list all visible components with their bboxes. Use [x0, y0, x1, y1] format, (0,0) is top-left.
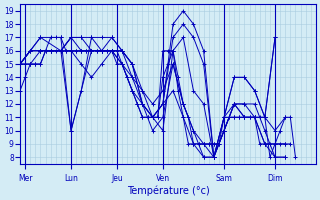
X-axis label: Température (°c): Température (°c): [127, 185, 209, 196]
